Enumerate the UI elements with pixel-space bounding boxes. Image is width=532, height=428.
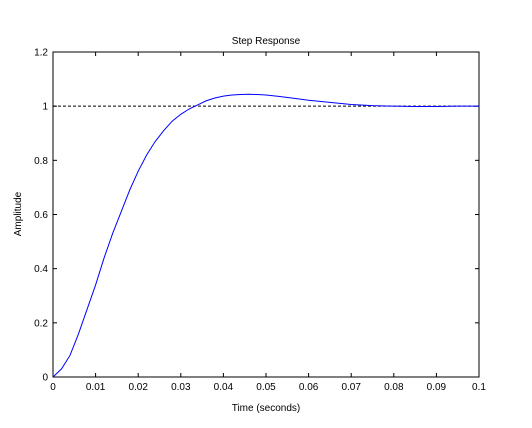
- y-tick-label: 0.6: [34, 210, 48, 221]
- x-tick-label: 0.06: [299, 382, 319, 393]
- x-tick-label: 0.08: [384, 382, 404, 393]
- plot-area: [52, 51, 480, 378]
- x-tick-label: 0.09: [427, 382, 447, 393]
- x-axis-label: Time (seconds): [232, 403, 301, 414]
- ticks-layer: 0 0.01 0.02 0.03 0.04 0.05 0.06 0.07 0.08 0.09 0.1…: [34, 48, 486, 394]
- x-tick-label: 0.01: [86, 382, 106, 393]
- y-tick-label: 0.8: [34, 156, 48, 167]
- y-tick-label: 0.2: [34, 318, 48, 329]
- y-axis-label: Amplitude: [13, 191, 24, 236]
- x-tick-label: 0: [50, 382, 56, 393]
- x-tick-label: 0.1: [472, 382, 486, 393]
- y-tick-label: 0.4: [34, 264, 48, 275]
- y-tick-label: 1: [42, 102, 48, 113]
- x-tick-label: 0.02: [128, 382, 148, 393]
- y-tick-label: 1.2: [34, 48, 48, 59]
- x-tick-label: 0.04: [214, 382, 234, 393]
- x-tick-label: 0.07: [341, 382, 361, 393]
- chart-title: Step Response: [232, 36, 301, 47]
- series-line: [52, 93, 479, 378]
- x-tick-label: 0.03: [171, 382, 191, 393]
- x-tick-label: 0.05: [256, 382, 276, 393]
- y-tick-label: 0: [42, 373, 48, 384]
